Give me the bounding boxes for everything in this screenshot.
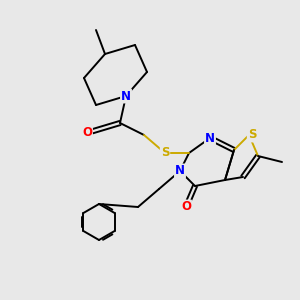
Text: O: O — [82, 125, 92, 139]
Text: O: O — [181, 200, 191, 214]
Text: N: N — [121, 89, 131, 103]
Text: N: N — [175, 164, 185, 178]
Text: S: S — [161, 146, 169, 160]
Text: S: S — [248, 128, 256, 142]
Text: N: N — [205, 131, 215, 145]
